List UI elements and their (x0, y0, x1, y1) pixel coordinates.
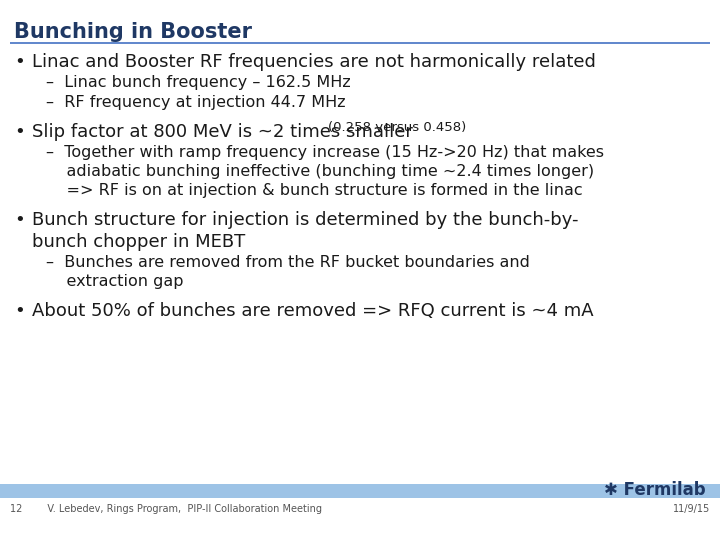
Text: –  RF frequency at injection 44.7 MHz: – RF frequency at injection 44.7 MHz (46, 95, 346, 110)
Text: •: • (14, 123, 24, 141)
Text: –  Bunches are removed from the RF bucket boundaries and: – Bunches are removed from the RF bucket… (46, 255, 530, 270)
Text: About 50% of bunches are removed => RFQ current is ~4 mA: About 50% of bunches are removed => RFQ … (32, 302, 593, 320)
Text: –  Linac bunch frequency – 162.5 MHz: – Linac bunch frequency – 162.5 MHz (46, 75, 351, 90)
Text: (0.258 versus 0.458): (0.258 versus 0.458) (328, 122, 467, 134)
Text: Bunch structure for injection is determined by the bunch-by-: Bunch structure for injection is determi… (32, 211, 578, 229)
Text: •: • (14, 53, 24, 71)
Text: •: • (14, 211, 24, 229)
Text: 12        V. Lebedev, Rings Program,  PIP-II Collaboration Meeting: 12 V. Lebedev, Rings Program, PIP-II Col… (10, 504, 322, 514)
Text: bunch chopper in MEBT: bunch chopper in MEBT (32, 233, 246, 251)
Text: Linac and Booster RF frequencies are not harmonically related: Linac and Booster RF frequencies are not… (32, 53, 596, 71)
Text: 11/9/15: 11/9/15 (672, 504, 710, 514)
Text: –  Together with ramp frequency increase (15 Hz->20 Hz) that makes: – Together with ramp frequency increase … (46, 145, 604, 160)
Text: extraction gap: extraction gap (46, 274, 184, 289)
Text: Bunching in Booster: Bunching in Booster (14, 22, 252, 42)
Bar (0, 484, 720, 498)
Text: ✱ Fermilab: ✱ Fermilab (604, 481, 706, 499)
Text: Slip factor at 800 MeV is ~2 times smaller: Slip factor at 800 MeV is ~2 times small… (32, 123, 418, 141)
Text: => RF is on at injection & bunch structure is formed in the linac: => RF is on at injection & bunch structu… (46, 183, 582, 198)
Text: •: • (14, 302, 24, 320)
Text: adiabatic bunching ineffective (bunching time ~2.4 times longer): adiabatic bunching ineffective (bunching… (46, 164, 594, 179)
